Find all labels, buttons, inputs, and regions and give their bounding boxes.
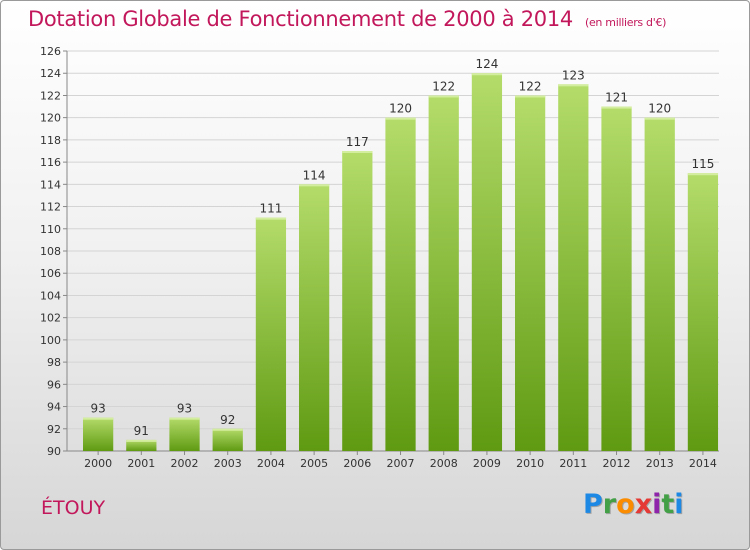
logo-letter: t xyxy=(661,489,675,520)
y-tick-label: 96 xyxy=(47,378,61,391)
logo-letter: r xyxy=(602,489,617,520)
bar-value-label: 93 xyxy=(177,402,192,416)
y-tick-label: 102 xyxy=(40,312,61,325)
x-tick-label: 2007 xyxy=(387,457,415,470)
x-tick-label: 2012 xyxy=(603,457,631,470)
x-tick-label: 2002 xyxy=(171,457,199,470)
x-tick-label: 2013 xyxy=(646,457,674,470)
y-tick-label: 110 xyxy=(40,223,61,236)
axes: 90 92 94 96 98 100 102 104 106 108 110 112 114 116 118… xyxy=(40,45,719,470)
bar xyxy=(126,439,157,451)
y-tick-label: 104 xyxy=(40,289,61,302)
unit-label: (en milliers d'€) xyxy=(584,16,667,29)
y-tick-label: 126 xyxy=(40,45,61,58)
y-tick-label: 106 xyxy=(40,267,61,280)
title-text: Dotation Globale de Fonctionnement de 20… xyxy=(28,7,573,31)
y-tick-label: 108 xyxy=(40,245,61,258)
bar xyxy=(428,95,459,451)
bar xyxy=(687,173,719,451)
place-name: ÉTOUY xyxy=(41,497,106,519)
bar-value-label: 115 xyxy=(691,157,714,171)
x-tick-label: 2014 xyxy=(689,457,717,470)
bar-top-highlight xyxy=(428,95,459,98)
y-tick-label: 112 xyxy=(40,201,61,214)
bar-top-highlight xyxy=(687,173,719,176)
x-tick-label: 2008 xyxy=(430,457,458,470)
bar-value-label: 93 xyxy=(90,402,105,416)
logo-letter: i xyxy=(652,489,662,520)
y-tick-label: 100 xyxy=(40,334,61,347)
bar-top-highlight xyxy=(471,73,503,76)
bar-value-label: 124 xyxy=(475,57,498,71)
bar xyxy=(299,184,330,452)
bar-value-label: 122 xyxy=(519,79,542,93)
bar-value-label: 120 xyxy=(389,102,412,116)
x-tick-label: 2009 xyxy=(473,457,501,470)
bar-value-label: 123 xyxy=(562,68,585,82)
y-tick-label: 92 xyxy=(47,423,61,436)
bar-value-label: 114 xyxy=(303,168,326,182)
bar xyxy=(471,73,503,451)
bar-top-highlight xyxy=(558,84,589,87)
bar-value-label: 121 xyxy=(605,91,628,105)
x-tick-label: 2006 xyxy=(343,457,371,470)
bar-top-highlight xyxy=(601,106,632,109)
x-tick-label: 2011 xyxy=(559,457,587,470)
logo-letter: x xyxy=(634,489,653,520)
bar-value-label: 117 xyxy=(346,135,369,149)
bar-top-highlight xyxy=(126,439,157,442)
bar-top-highlight xyxy=(83,417,114,420)
bar-top-highlight xyxy=(169,417,200,420)
proxiti-logo: Proxiti xyxy=(583,489,684,520)
bar xyxy=(169,417,200,451)
bar xyxy=(212,428,243,451)
bar-value-label: 92 xyxy=(220,413,235,427)
bar-value-label: 91 xyxy=(134,424,149,438)
bar-top-highlight xyxy=(385,117,416,120)
bar xyxy=(515,95,546,451)
chart-title: Dotation Globale de Fonctionnement de 20… xyxy=(28,7,666,31)
bar-value-label: 120 xyxy=(648,102,671,116)
y-tick-label: 114 xyxy=(40,178,61,191)
y-tick-label: 94 xyxy=(47,401,61,414)
bar-top-highlight xyxy=(644,117,675,120)
y-tick-label: 98 xyxy=(47,356,61,369)
x-tick-label: 2003 xyxy=(214,457,242,470)
bar xyxy=(601,106,632,452)
x-tick-label: 2004 xyxy=(257,457,285,470)
y-tick-label: 120 xyxy=(40,112,61,125)
bars xyxy=(83,73,719,452)
y-tick-label: 122 xyxy=(40,89,61,102)
bar-value-label: 111 xyxy=(259,202,282,216)
x-tick-label: 2010 xyxy=(516,457,544,470)
bar xyxy=(342,151,373,451)
y-tick-label: 118 xyxy=(40,134,61,147)
logo-letter: o xyxy=(616,489,635,520)
logo-letter: P xyxy=(583,489,603,520)
bar xyxy=(558,84,589,451)
bar xyxy=(385,117,416,452)
bar-top-highlight xyxy=(212,428,243,431)
x-tick-label: 2001 xyxy=(127,457,155,470)
logo-letter: i xyxy=(674,489,684,520)
bar-top-highlight xyxy=(299,184,330,187)
bar-top-highlight xyxy=(342,151,373,153)
bar xyxy=(644,117,675,452)
data-labels: 93 91 93 92 111 114 117 120 122 124 122 123 121 120 11… xyxy=(90,57,714,438)
bar xyxy=(255,217,287,451)
bar xyxy=(83,417,114,451)
x-tick-label: 2000 xyxy=(84,457,112,470)
bar-value-label: 122 xyxy=(432,79,455,93)
bar-top-highlight xyxy=(255,217,287,220)
y-tick-label: 90 xyxy=(47,445,61,458)
x-tick-label: 2005 xyxy=(300,457,328,470)
bar-top-highlight xyxy=(515,95,546,98)
y-tick-label: 124 xyxy=(40,67,61,80)
y-tick-label: 116 xyxy=(40,156,61,169)
